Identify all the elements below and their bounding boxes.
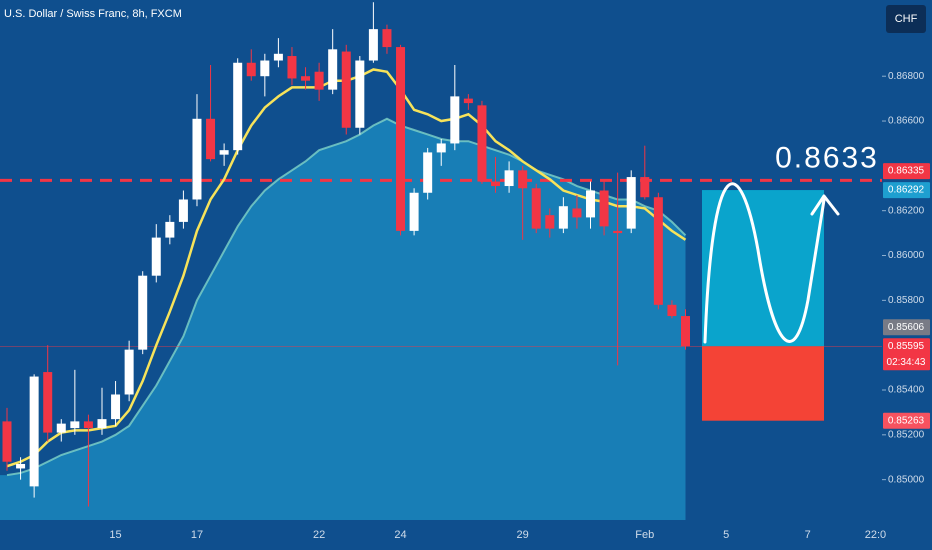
- candle-body: [2, 421, 12, 462]
- candle-body: [246, 62, 256, 77]
- candle-body: [477, 105, 487, 182]
- candle-body: [165, 221, 175, 238]
- candle-body: [233, 62, 243, 151]
- x-tick-label: 24: [394, 529, 406, 541]
- price-label-box: [883, 338, 930, 371]
- price-label: 0.85595: [888, 341, 925, 352]
- candle-body: [219, 150, 229, 155]
- candle-body: [314, 71, 324, 90]
- candle-body: [504, 170, 514, 187]
- x-tick-label: 22: [313, 529, 325, 541]
- x-tick-label: 7: [805, 529, 811, 541]
- ma-area-line: [6, 117, 687, 477]
- candle-body: [43, 372, 53, 433]
- y-tick-label: 0.86600: [888, 116, 925, 127]
- candle-body: [328, 49, 338, 90]
- candle-body: [531, 188, 541, 229]
- candle-body: [97, 419, 107, 429]
- candle-body: [667, 304, 677, 317]
- x-tick-label: 29: [517, 529, 529, 541]
- y-tick-label: 0.85400: [888, 385, 925, 396]
- candle-body: [301, 76, 311, 81]
- candle-body: [29, 376, 39, 487]
- y-tick-label: 0.86800: [888, 71, 925, 82]
- candle-body: [111, 394, 121, 420]
- projection-arrow: [703, 182, 840, 344]
- candle-body: [355, 60, 365, 128]
- candle-body: [124, 349, 134, 395]
- x-tick-label: 22:0: [865, 529, 886, 541]
- y-tick-label: 0.85000: [888, 474, 925, 485]
- candle-body: [491, 181, 501, 187]
- x-tick-label: Feb: [635, 529, 654, 541]
- candle-body: [16, 463, 26, 469]
- candle-body: [83, 421, 93, 429]
- candle-body: [640, 177, 650, 198]
- candle-body: [423, 152, 433, 193]
- candle-body: [436, 143, 446, 153]
- candle-body: [138, 275, 148, 350]
- candle-body: [450, 96, 460, 144]
- candle-body: [586, 190, 596, 218]
- candle-body: [70, 421, 80, 429]
- candle-body: [545, 215, 555, 229]
- ma-area: [0, 118, 686, 521]
- candle-body: [558, 206, 568, 229]
- candle-body: [396, 47, 406, 231]
- candle-body: [287, 56, 297, 79]
- candle-body: [206, 118, 216, 160]
- position-profit: [702, 190, 824, 347]
- currency-button[interactable]: [886, 5, 926, 33]
- target-label: 0.8633: [775, 141, 879, 174]
- candle-body: [572, 208, 582, 218]
- plot-area: 0.8633: [0, 2, 882, 521]
- price-axis: [882, 0, 932, 520]
- price-label: 0.85263: [888, 415, 925, 426]
- y-tick-label: 0.86000: [888, 250, 925, 261]
- candle-body: [192, 118, 202, 200]
- candle-body: [653, 197, 663, 305]
- x-tick-label: 5: [723, 529, 729, 541]
- candle-body: [463, 98, 473, 104]
- candle-body: [681, 316, 690, 347]
- price-label-box: [883, 163, 930, 180]
- price-label: 0.85606: [888, 322, 925, 333]
- price-label: 0.86335: [888, 166, 925, 177]
- candle-body: [260, 60, 270, 77]
- candle-body: [518, 170, 528, 189]
- candle-body: [56, 423, 66, 433]
- y-tick-label: 0.86200: [888, 205, 925, 216]
- candle-body: [409, 192, 419, 231]
- candle-body: [178, 199, 188, 222]
- candle-body: [341, 51, 351, 128]
- x-tick-label: 17: [191, 529, 203, 541]
- price-label-box: [883, 182, 930, 199]
- candle-body: [151, 237, 161, 276]
- price-label-box: [883, 319, 930, 336]
- candle-body: [368, 29, 378, 61]
- y-tick-label: 0.85800: [888, 295, 925, 306]
- countdown: 02:34:43: [887, 357, 926, 368]
- position-loss: [702, 346, 824, 421]
- price-label: 0.86292: [888, 185, 925, 196]
- candle-body: [599, 190, 609, 227]
- candle-body: [273, 53, 283, 61]
- x-tick-label: 15: [109, 529, 121, 541]
- candle-body: [626, 177, 636, 229]
- candle-body: [382, 29, 392, 48]
- currency-label[interactable]: CHF: [895, 13, 918, 25]
- axis-layer: 0.85000 0.85200 0.85400 0.85800 0.86000 0.862…: [109, 71, 930, 541]
- y-tick-label: 0.85200: [888, 429, 925, 440]
- chart-title: U.S. Dollar / Swiss Franc, 8h, FXCM: [4, 8, 182, 20]
- candle-body: [613, 230, 623, 234]
- price-label-box: [883, 412, 930, 429]
